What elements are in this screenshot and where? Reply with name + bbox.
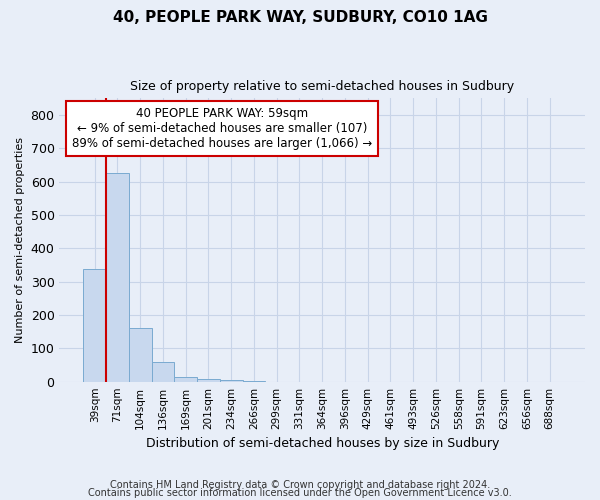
Bar: [175, 377, 197, 382]
Y-axis label: Number of semi-detached properties: Number of semi-detached properties: [15, 137, 25, 343]
Text: 40 PEOPLE PARK WAY: 59sqm
← 9% of semi-detached houses are smaller (107)
89% of : 40 PEOPLE PARK WAY: 59sqm ← 9% of semi-d…: [72, 107, 373, 150]
Bar: [106, 174, 129, 382]
Bar: [197, 379, 220, 382]
Bar: [220, 380, 242, 382]
Text: Contains HM Land Registry data © Crown copyright and database right 2024.: Contains HM Land Registry data © Crown c…: [110, 480, 490, 490]
Bar: [129, 328, 152, 382]
Title: Size of property relative to semi-detached houses in Sudbury: Size of property relative to semi-detach…: [130, 80, 514, 93]
Bar: [152, 362, 175, 382]
Text: Contains public sector information licensed under the Open Government Licence v3: Contains public sector information licen…: [88, 488, 512, 498]
X-axis label: Distribution of semi-detached houses by size in Sudbury: Distribution of semi-detached houses by …: [146, 437, 499, 450]
Bar: [83, 269, 106, 382]
Text: 40, PEOPLE PARK WAY, SUDBURY, CO10 1AG: 40, PEOPLE PARK WAY, SUDBURY, CO10 1AG: [113, 10, 487, 25]
